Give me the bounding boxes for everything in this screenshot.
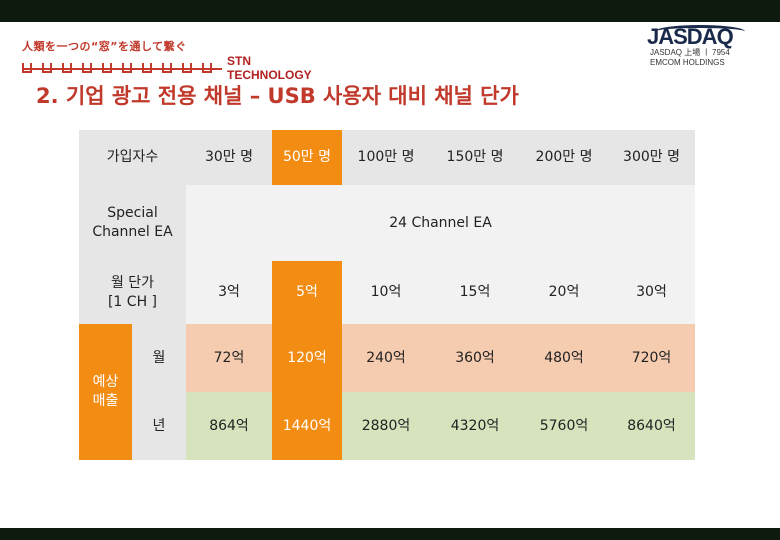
top-bar <box>0 0 780 22</box>
subscribers-col-6: 300만 명 <box>608 130 695 185</box>
unit-price-col-5: 20억 <box>520 261 608 324</box>
yearly-col-6: 8640억 <box>608 392 695 460</box>
monthly-col-4: 360억 <box>430 324 520 392</box>
brand-line: STN TECHNOLOGY <box>22 54 322 82</box>
subscribers-col-2: 50만 명 <box>272 130 342 185</box>
monthly-col-6: 720억 <box>608 324 695 392</box>
jasdaq-logo: JASDAQ <box>647 24 734 49</box>
unit-price-col-1: 3억 <box>186 261 272 324</box>
yearly-col-3: 2880억 <box>342 392 430 460</box>
logo-subtitle-listing: JASDAQ 上場 ㅣ 7954 <box>650 48 730 57</box>
unit-price-col-2: 5억 <box>272 261 342 324</box>
logo-subtitle-company: EMCOM HOLDINGS <box>650 58 725 67</box>
monthly-col-3: 240억 <box>342 324 430 392</box>
unit-price-col-3: 10억 <box>342 261 430 324</box>
brand-name: STN TECHNOLOGY <box>227 54 312 82</box>
label-monthly: 월 <box>132 324 186 392</box>
bottom-bar <box>0 528 780 540</box>
yearly-col-1: 864억 <box>186 392 272 460</box>
label-unit-price: 월 단가 [1 CH ] <box>79 261 186 324</box>
unit-price-col-4: 15억 <box>430 261 520 324</box>
monthly-col-1: 72억 <box>186 324 272 392</box>
monthly-col-5: 480억 <box>520 324 608 392</box>
yearly-col-5: 5760억 <box>520 392 608 460</box>
yearly-col-4: 4320억 <box>430 392 520 460</box>
brand-decoration <box>22 58 222 73</box>
subscribers-col-4: 150만 명 <box>430 130 520 185</box>
yearly-col-2: 1440억 <box>272 392 342 460</box>
subscribers-col-1: 30만 명 <box>186 130 272 185</box>
slogan: 人類を一つの“窓”を通して繋ぐ <box>22 40 187 53</box>
page-title: 2. 기업 광고 전용 채널 – USB 사용자 대비 채널 단가 <box>36 84 519 108</box>
subscribers-col-3: 100만 명 <box>342 130 430 185</box>
monthly-col-2: 120억 <box>272 324 342 392</box>
label-yearly: 년 <box>132 392 186 460</box>
logo-arc-icon <box>655 25 745 38</box>
channel-ea-value: 24 Channel EA <box>186 185 695 261</box>
label-special-channel: Special Channel EA <box>79 185 186 261</box>
label-expected-revenue: 예상 매출 <box>79 324 132 460</box>
subscribers-col-5: 200만 명 <box>520 130 608 185</box>
label-subscribers: 가입자수 <box>79 130 186 185</box>
unit-price-col-6: 30억 <box>608 261 695 324</box>
